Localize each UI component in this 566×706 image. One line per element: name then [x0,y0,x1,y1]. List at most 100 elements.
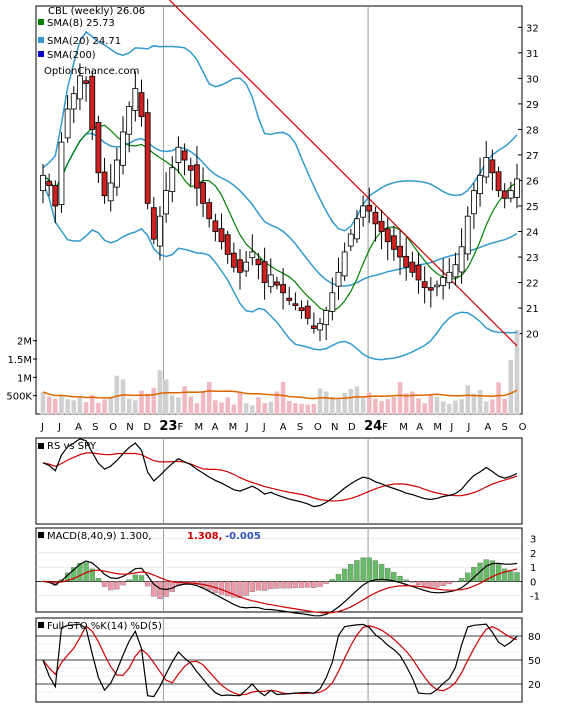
volume-bar [188,396,194,415]
volume-bar [483,400,489,415]
macd-legend-swatch [38,532,44,538]
volume-bar [403,392,409,415]
candle-body [446,271,453,284]
volume-bar [157,369,163,415]
rs-legend-swatch [38,443,44,449]
macd-hist-bar [95,578,102,582]
macd-hist-bar [77,563,83,582]
volume-bar [458,398,465,415]
macd-hist-bar [231,581,237,598]
volume-bar [489,399,496,415]
macd-hist-bar [458,578,465,582]
price-tick-label: 25 [526,202,539,213]
rs-legend: RS vs SPY [47,441,97,452]
candle-body [163,190,170,215]
candle-body [181,150,188,161]
candle-body [249,251,256,259]
volume-bar [409,391,416,415]
candle-body [304,305,311,319]
x-tick-label: M [399,422,408,433]
sto-grid [36,618,522,702]
volume-bar [501,398,508,415]
macd-hist-bar [151,581,157,597]
x-tick-label: S [297,422,303,433]
price-legend: CBL (weekly) 26.06 SMA(8) 25.73 SMA(20) … [38,6,145,77]
macd-signal-line [42,568,518,614]
candle-body [101,171,108,197]
volume-bar [348,388,354,415]
volume-bar [218,402,225,415]
candle-body [514,178,520,198]
macd-hist-bar [175,581,182,587]
volume-bar [255,396,262,415]
volume-bar [280,381,286,415]
volume-bar [397,381,403,415]
macd-hist-bar [261,581,268,591]
macd-hist-bar [403,579,409,582]
x-tick-label: A [75,422,82,433]
candle-body [237,259,243,273]
macd-panel-frame [35,527,523,613]
candle-body [384,228,391,243]
volume-bar [495,381,502,415]
x-tick-label: J [245,422,249,433]
bollinger-upper-band [42,30,518,232]
candle-body [212,220,219,232]
volume-bar [40,391,46,415]
volume-bar [274,391,280,415]
candle-body [230,252,237,268]
price-tick-label: 31 [526,49,539,60]
volume-bar [83,401,89,415]
volume-bar [261,402,268,415]
sto-k-line [42,623,518,698]
legend-sma200-label: SMA(200) [47,50,96,61]
volume-bar [465,384,471,415]
candle-body [175,146,182,163]
candle-body [421,281,428,289]
macd-hist-bar [218,581,225,595]
macd-hist-bar [255,581,262,591]
volume-average-line [42,389,518,400]
macd-hist-bar [465,572,471,582]
volume-bar [200,391,206,415]
macd-hist-bar [502,568,508,582]
macd-hist-bar [225,581,231,597]
macd-hist-bar [169,581,175,592]
macd-signal-value: 1.308, [187,531,222,542]
macd-hist-bar [422,581,428,587]
watermark-label: OptionChance.com [44,66,139,77]
volume-bar [366,391,372,415]
volume-bar [385,398,391,415]
candle-body [46,180,53,186]
volume-tick-label: 1M [17,373,32,384]
candle-body [452,264,459,278]
volume-bar [52,398,59,415]
legend-sma8-label: SMA(8) 25.73 [47,18,115,29]
x-axis-labels: J J A S O N D 23 F M A M J J A S O N D 24 F M A M J J A S O [40,419,527,434]
volume-bar [428,394,434,415]
volume-bar [335,399,342,415]
macd-hist-bar [114,581,120,590]
candle-body [397,245,403,258]
volume-bar [206,381,212,415]
macd-hist-bar [298,581,305,588]
volume-bar [144,393,151,415]
price-tick-label: 23 [526,253,539,264]
macd-hist-bar [323,581,329,584]
candle-body [224,234,231,255]
volume-bar [224,396,231,415]
candle-body [415,264,422,281]
volume-bar [169,394,175,415]
macd-hist-bar [440,581,446,586]
macd-hist-bar [311,581,317,588]
candle-body [483,157,490,178]
candle-body [89,75,96,130]
volume-bar [194,402,200,415]
volume-bar [132,399,139,415]
volume-bar [305,404,311,415]
macd-line [42,560,518,617]
volume-bar [64,398,71,415]
volume-y-axis: 500K 1M 1.5M 2M [6,337,37,403]
macd-hist-bar [280,581,286,589]
